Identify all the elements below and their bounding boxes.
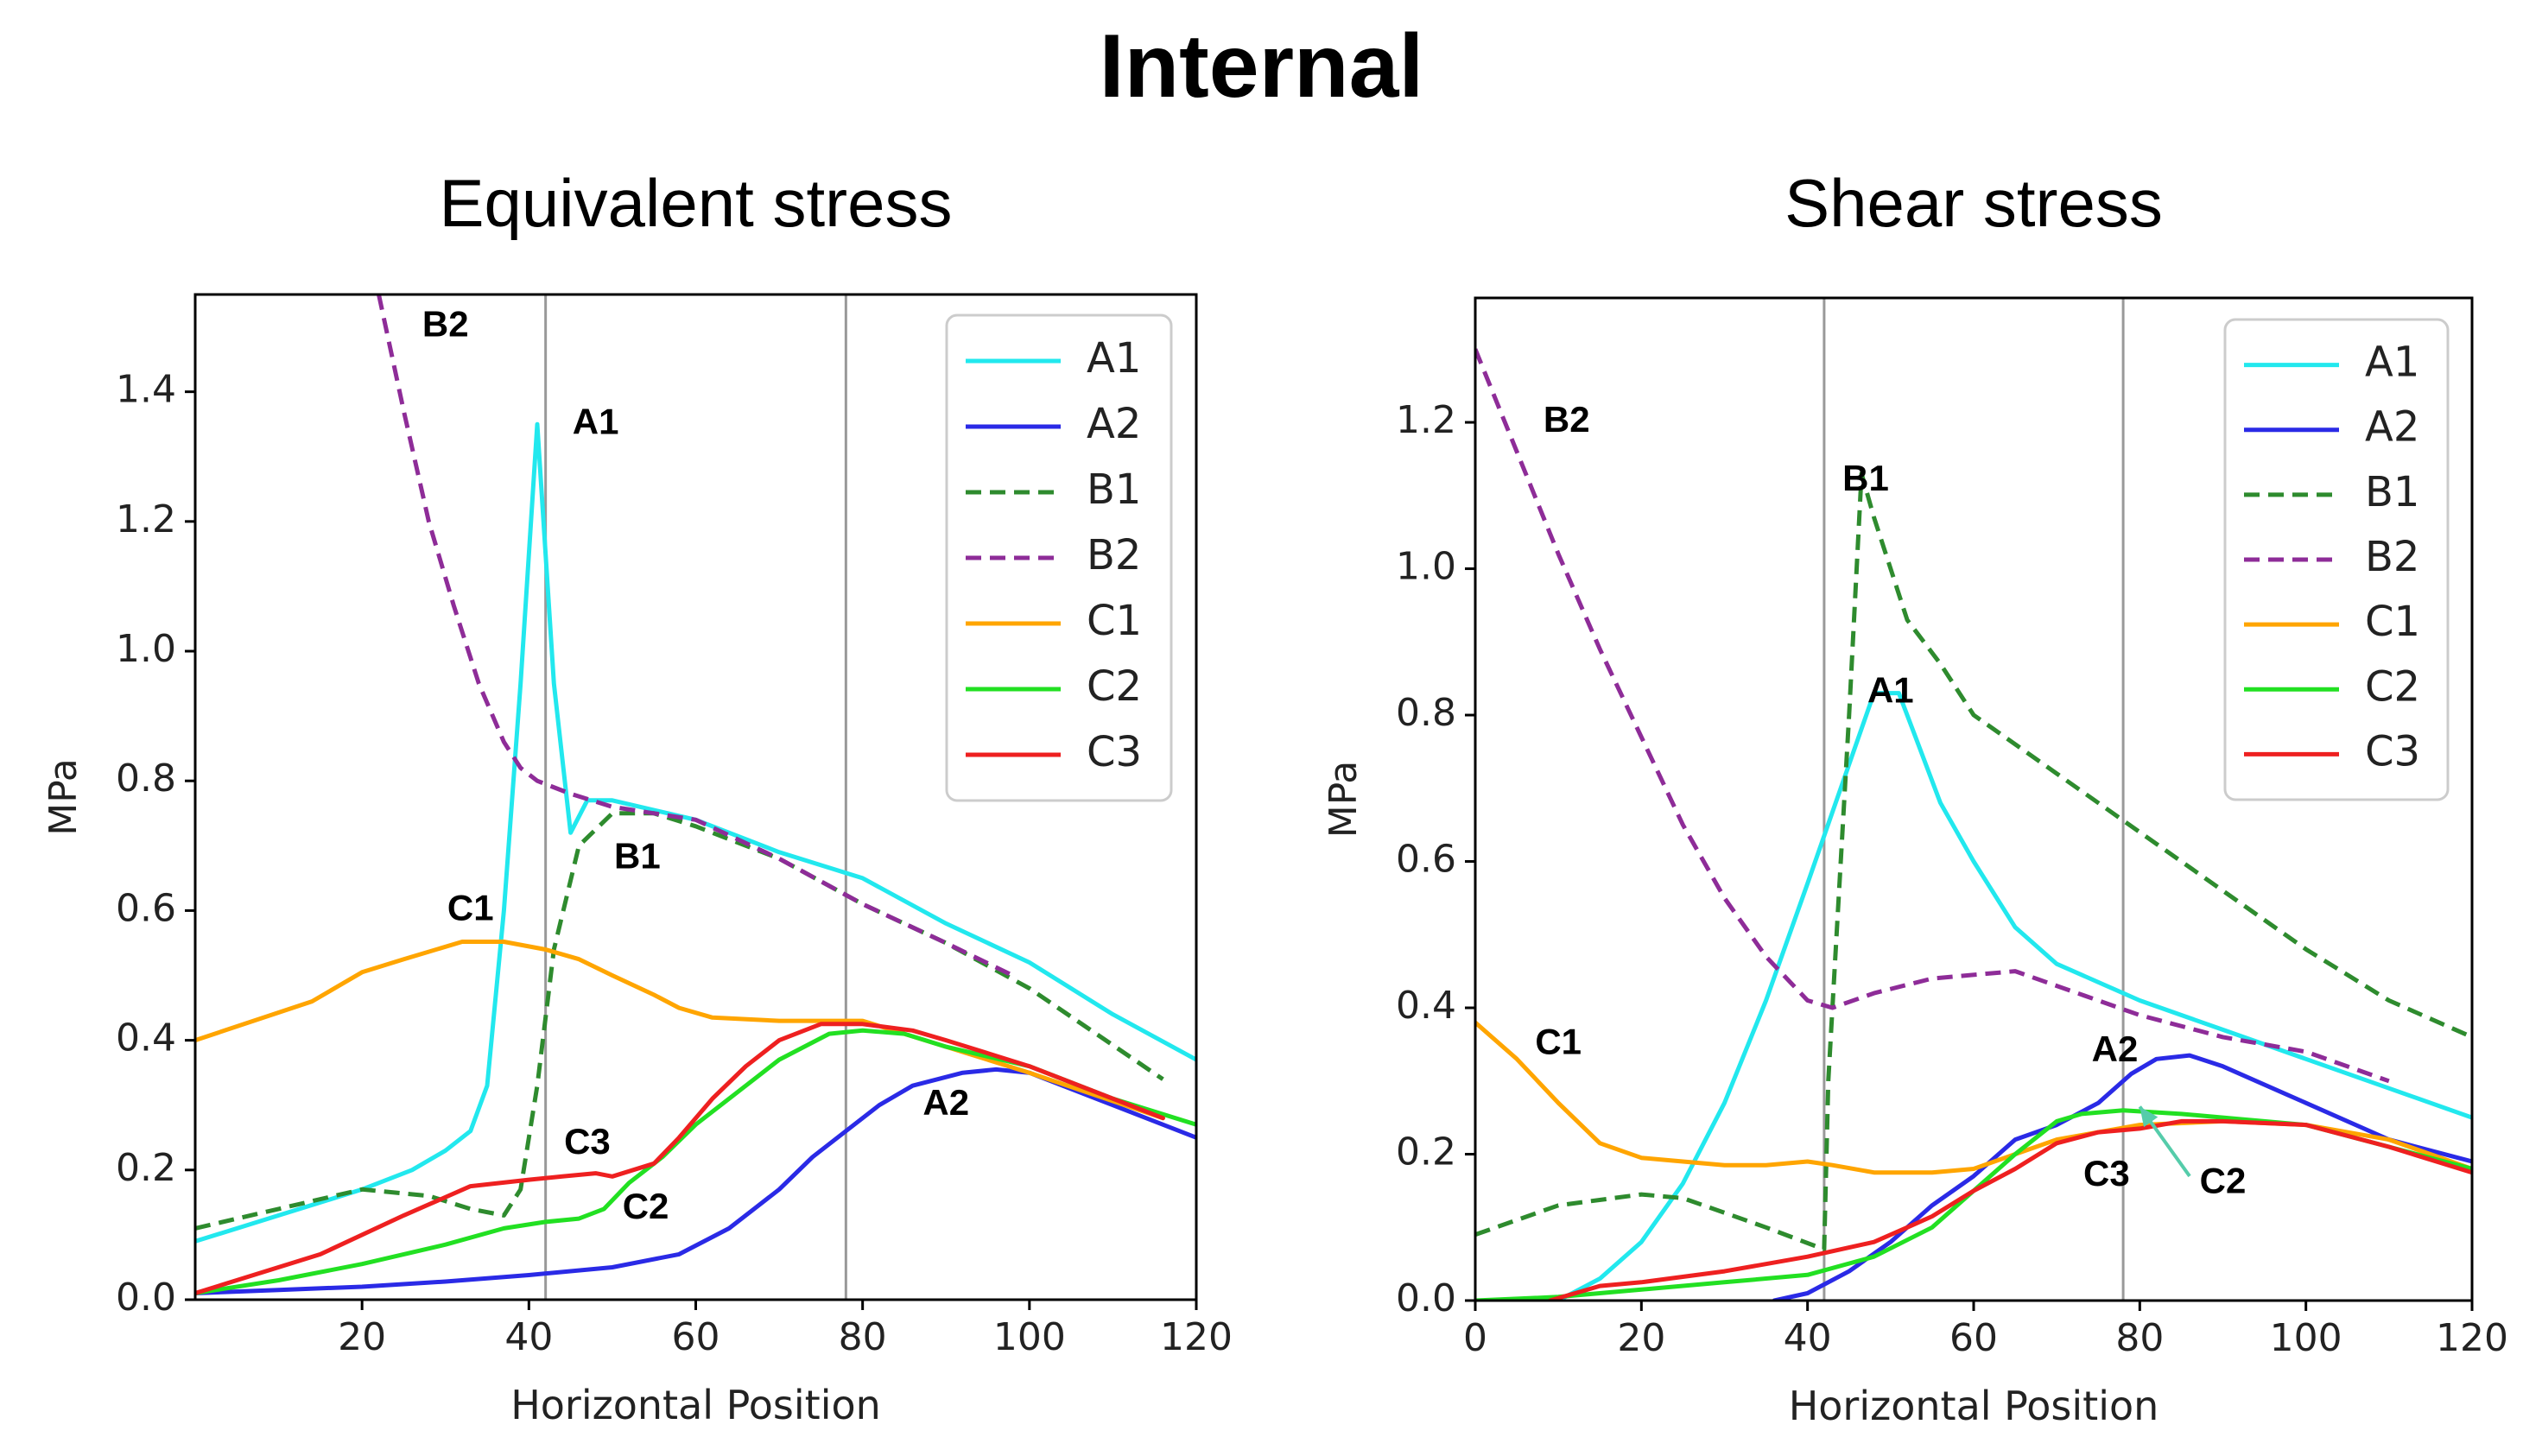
legend-label-b2: B2	[2365, 533, 2419, 581]
y-axis-label: MPa	[41, 758, 86, 835]
y-tick-label: 0.2	[1396, 1130, 1456, 1174]
series-line-a1	[1556, 691, 2472, 1301]
annotation-arrow-head	[2139, 1106, 2158, 1128]
x-tick-label: 60	[672, 1315, 720, 1359]
x-tick-label: 120	[1160, 1315, 1233, 1359]
legend-label-c3: C3	[1087, 728, 1142, 776]
legend-box	[945, 313, 1173, 802]
y-tick-label: 1.2	[116, 497, 176, 541]
chart-title: Shear stress	[1784, 165, 2163, 241]
legend-label-a2: A2	[1087, 400, 1141, 448]
x-tick-label: 80	[2115, 1316, 2164, 1360]
figure-title: Internal	[1099, 16, 1424, 117]
x-tick-label: 100	[993, 1315, 1066, 1359]
y-tick-label: 0.4	[1396, 984, 1456, 1028]
y-tick-label: 0.0	[1396, 1276, 1456, 1320]
annotation-label-c1: C1	[447, 888, 494, 928]
series-line-c2	[195, 1028, 1196, 1295]
y-tick-label: 0.2	[116, 1146, 176, 1190]
y-axis-label: MPa	[1322, 761, 1366, 838]
series-line-c3	[1548, 1118, 2472, 1301]
annotation-label-b1: B1	[1842, 458, 1889, 498]
series-line-a2	[195, 1067, 1196, 1295]
legend-box	[2223, 318, 2450, 801]
y-tick-label: 0.4	[116, 1016, 176, 1060]
series-line-c3	[195, 1022, 1165, 1295]
x-tick-label: 100	[2270, 1316, 2342, 1360]
series-group	[195, 294, 1196, 1295]
x-tick-label: 80	[839, 1315, 887, 1359]
legend-label-b1: B1	[1087, 465, 1141, 514]
legend-label-b2: B2	[1087, 531, 1141, 579]
annotation-label-b2: B2	[422, 304, 469, 345]
annotation-label-c2: C2	[2200, 1161, 2247, 1201]
x-axis-label: Horizontal Position	[510, 1382, 881, 1428]
annotation-label-a1: A1	[573, 401, 619, 441]
legend: A1 A2 B1 B2 C1 C2 C3	[945, 313, 1173, 802]
y-tick-label: 1.2	[1396, 398, 1456, 442]
y-tick-label: 0.8	[1396, 691, 1456, 735]
annotation-label-c3: C3	[564, 1121, 611, 1162]
y-tick-label: 0.0	[116, 1276, 176, 1320]
x-axis-label: Horizontal Position	[1789, 1383, 2159, 1429]
legend-label-a1: A1	[2365, 339, 2419, 387]
annotation-label-c3: C3	[2083, 1153, 2130, 1193]
y-tick-label: 0.6	[1396, 838, 1456, 882]
legend-label-c1: C1	[1087, 597, 1142, 645]
x-tick-label: 0	[1463, 1316, 1487, 1360]
annotation-label-c1: C1	[1535, 1021, 1582, 1061]
series-line-b2	[377, 294, 1014, 978]
y-tick-label: 1.0	[1396, 545, 1456, 589]
legend-label-c1: C1	[2365, 598, 2420, 646]
series-line-c1	[1475, 1020, 2472, 1175]
annotation-label-b1: B1	[614, 835, 661, 876]
y-tick-label: 0.6	[116, 886, 176, 930]
legend-label-c3: C3	[2365, 727, 2420, 775]
x-tick-label: 20	[338, 1315, 386, 1359]
legend-label-c2: C2	[1087, 662, 1142, 711]
x-tick-label: 120	[2436, 1316, 2508, 1360]
series-line-b1	[195, 811, 1164, 1231]
annotation-label-a2: A2	[2092, 1029, 2139, 1069]
series-line-b2	[1475, 348, 2390, 1084]
series-line-c1	[195, 940, 1165, 1121]
legend-label-b1: B1	[2365, 468, 2419, 516]
series-group	[1475, 348, 2472, 1301]
x-tick-label: 40	[504, 1315, 553, 1359]
legend-label-a2: A2	[2365, 403, 2419, 452]
x-tick-label: 20	[1617, 1316, 1665, 1360]
x-tick-label: 40	[1784, 1316, 1832, 1360]
annotation-label-a2: A2	[922, 1082, 969, 1123]
chart-title: Equivalent stress	[440, 165, 953, 241]
annotation-label-c2: C2	[623, 1186, 669, 1226]
equivalent-stress-chart: Equivalent stress B2 A1 B1 C1 C3 C2 A2 20 40 60 80 1…	[41, 165, 1233, 1428]
legend-label-c2: C2	[2365, 662, 2420, 711]
x-tick-label: 60	[1949, 1316, 1998, 1360]
series-line-a1	[195, 421, 1196, 1244]
y-tick-label: 0.8	[116, 756, 176, 801]
legend-label-a1: A1	[1087, 334, 1141, 383]
y-tick-label: 1.4	[116, 368, 176, 412]
legend: A1 A2 B1 B2 C1 C2 C3	[2223, 318, 2450, 801]
annotation-label-b2: B2	[1544, 399, 1590, 440]
annotation-label-a1: A1	[1867, 670, 1914, 711]
series-line-c2	[1475, 1108, 2472, 1301]
shear-stress-chart: Shear stress B2 B1 A1 C1 A2 C3 C2 0 20 40 60 80 100 12…	[1322, 165, 2508, 1429]
y-tick-label: 1.0	[116, 627, 176, 671]
series-line-b1	[1475, 471, 2472, 1252]
